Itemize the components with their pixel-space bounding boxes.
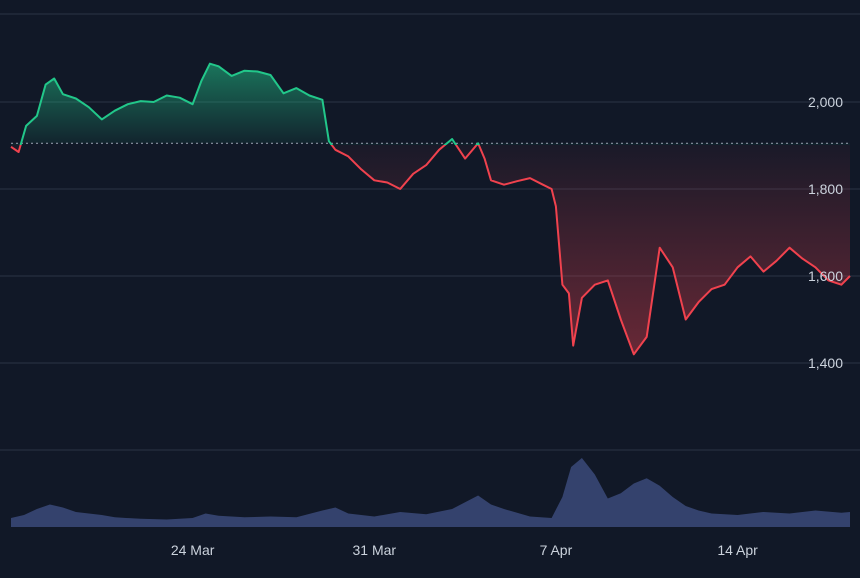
x-tick-label: 14 Apr (717, 542, 758, 558)
y-tick-label: 1,600 (808, 268, 843, 284)
x-tick-label: 31 Mar (352, 542, 396, 558)
area-layer (11, 63, 850, 355)
label-layer: 2,000 1,800 1,600 1,400 24 Mar 31 Mar 7 Apr 14 … (171, 94, 843, 558)
volume-area (11, 458, 850, 527)
line-layer (10, 62, 851, 356)
x-tick-label: 7 Apr (540, 542, 573, 558)
y-tick-label: 1,400 (808, 355, 843, 371)
price-area-above-baseline (11, 63, 850, 145)
price-line-down[interactable] (10, 64, 851, 356)
y-tick-label: 2,000 (808, 94, 843, 110)
x-tick-label: 24 Mar (171, 542, 215, 558)
price-line-up[interactable] (11, 62, 850, 355)
y-tick-label: 1,800 (808, 181, 843, 197)
volume-layer (11, 458, 850, 527)
price-area-below-baseline (11, 145, 850, 355)
